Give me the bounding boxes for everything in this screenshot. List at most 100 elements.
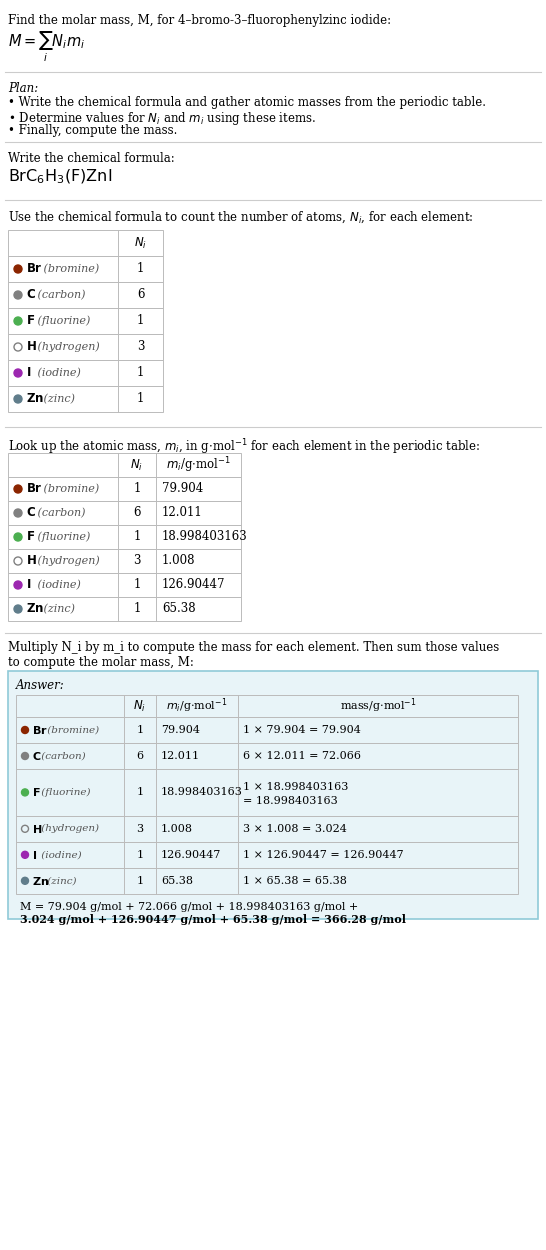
Bar <box>16 841 518 867</box>
Text: 12.011: 12.011 <box>162 506 203 520</box>
Bar <box>16 769 518 816</box>
Text: 12.011: 12.011 <box>161 751 200 761</box>
Bar <box>16 742 518 769</box>
Circle shape <box>14 291 22 299</box>
Text: Look up the atomic mass, $m_i$, in g$\cdot$mol$^{-1}$ for each element in the pe: Look up the atomic mass, $m_i$, in g$\cd… <box>8 438 480 456</box>
Text: 3: 3 <box>136 340 144 354</box>
Text: 79.904: 79.904 <box>162 482 203 495</box>
Text: • Write the chemical formula and gather atomic masses from the periodic table.: • Write the chemical formula and gather … <box>8 96 486 109</box>
Bar <box>8 386 163 412</box>
Text: 126.90447: 126.90447 <box>162 579 225 591</box>
Text: 65.38: 65.38 <box>161 876 193 886</box>
Text: $\mathbf{F}$: $\mathbf{F}$ <box>26 315 35 328</box>
Bar <box>16 695 518 718</box>
Text: 18.998403163: 18.998403163 <box>162 530 248 544</box>
Text: = 18.998403163: = 18.998403163 <box>243 796 338 806</box>
Bar <box>8 549 241 572</box>
Bar <box>8 308 163 334</box>
Text: 1: 1 <box>133 530 141 544</box>
Circle shape <box>14 581 22 589</box>
Text: 1 × 126.90447 = 126.90447: 1 × 126.90447 = 126.90447 <box>243 850 403 860</box>
Text: 1: 1 <box>136 850 144 860</box>
Text: $\mathbf{I}$: $\mathbf{I}$ <box>26 579 31 591</box>
Text: Write the chemical formula:: Write the chemical formula: <box>8 152 175 165</box>
Text: 6: 6 <box>136 751 144 761</box>
Text: $\mathbf{Zn}$: $\mathbf{Zn}$ <box>26 392 44 405</box>
Text: $\mathbf{I}$: $\mathbf{I}$ <box>32 849 37 861</box>
Text: M = 79.904 g/mol + 72.066 g/mol + 18.998403163 g/mol +: M = 79.904 g/mol + 72.066 g/mol + 18.998… <box>20 901 358 911</box>
Text: 65.38: 65.38 <box>162 602 195 615</box>
Text: Use the chemical formula to count the number of atoms, $N_i$, for each element:: Use the chemical formula to count the nu… <box>8 210 474 225</box>
Text: 1: 1 <box>136 788 144 798</box>
Text: 1: 1 <box>133 482 141 495</box>
Text: 3: 3 <box>136 824 144 834</box>
Text: $N_i$: $N_i$ <box>133 699 146 714</box>
Text: 3 × 1.008 = 3.024: 3 × 1.008 = 3.024 <box>243 824 347 834</box>
Circle shape <box>14 395 22 402</box>
Text: (bromine): (bromine) <box>40 484 99 494</box>
Circle shape <box>14 509 22 518</box>
Text: (fluorine): (fluorine) <box>39 788 91 798</box>
Text: $\mathbf{I}$: $\mathbf{I}$ <box>26 366 31 380</box>
Bar <box>16 816 518 841</box>
Text: $\mathbf{C}$: $\mathbf{C}$ <box>32 750 41 762</box>
Text: (carbon): (carbon) <box>34 290 86 300</box>
Text: Answer:: Answer: <box>16 679 65 692</box>
Text: (hydrogen): (hydrogen) <box>34 556 100 566</box>
Text: 1 × 18.998403163: 1 × 18.998403163 <box>243 782 348 792</box>
Circle shape <box>14 485 22 492</box>
Text: $N_i$: $N_i$ <box>130 458 144 472</box>
Text: 1: 1 <box>133 579 141 591</box>
Circle shape <box>14 369 22 378</box>
Text: (fluorine): (fluorine) <box>34 316 91 326</box>
Text: $\mathbf{H}$: $\mathbf{H}$ <box>26 555 37 568</box>
Text: $N_i$: $N_i$ <box>134 235 147 250</box>
Circle shape <box>14 532 22 541</box>
Bar <box>8 452 241 478</box>
Text: 1 × 65.38 = 65.38: 1 × 65.38 = 65.38 <box>243 876 347 886</box>
Text: 1.008: 1.008 <box>161 824 193 834</box>
Bar <box>8 478 241 501</box>
Text: 1 × 79.904 = 79.904: 1 × 79.904 = 79.904 <box>243 725 361 735</box>
Text: (hydrogen): (hydrogen) <box>39 824 99 834</box>
Bar <box>8 360 163 386</box>
Text: $\mathbf{C}$: $\mathbf{C}$ <box>26 506 36 520</box>
Bar <box>8 598 241 621</box>
Text: $\mathbf{Zn}$: $\mathbf{Zn}$ <box>26 602 44 615</box>
Text: 18.998403163: 18.998403163 <box>161 788 243 798</box>
Text: $\mathbf{Br}$: $\mathbf{Br}$ <box>32 724 48 736</box>
Text: 6: 6 <box>136 289 144 301</box>
Circle shape <box>21 878 28 884</box>
Text: $m_i$/g$\cdot$mol$^{-1}$: $m_i$/g$\cdot$mol$^{-1}$ <box>166 455 231 475</box>
Text: $\mathbf{Zn}$: $\mathbf{Zn}$ <box>32 875 49 886</box>
Text: $\mathbf{H}$: $\mathbf{H}$ <box>32 822 42 835</box>
Text: 1.008: 1.008 <box>162 555 195 568</box>
Text: (bromine): (bromine) <box>40 264 99 274</box>
Text: 126.90447: 126.90447 <box>161 850 221 860</box>
Text: 6 × 12.011 = 72.066: 6 × 12.011 = 72.066 <box>243 751 361 761</box>
Circle shape <box>14 265 22 272</box>
Bar <box>16 867 518 894</box>
Text: 1: 1 <box>137 366 144 380</box>
Text: 1: 1 <box>137 262 144 275</box>
Text: (iodine): (iodine) <box>34 580 81 590</box>
Bar <box>16 718 518 742</box>
Text: (iodine): (iodine) <box>39 850 82 859</box>
Text: 1: 1 <box>137 315 144 328</box>
Text: 1: 1 <box>136 725 144 735</box>
Text: (zinc): (zinc) <box>44 876 76 885</box>
Circle shape <box>14 605 22 612</box>
Text: $\mathrm{BrC_6H_3(F)ZnI}$: $\mathrm{BrC_6H_3(F)ZnI}$ <box>8 168 112 186</box>
Text: Find the molar mass, M, for 4–bromo-3–fluorophenylzinc iodide:: Find the molar mass, M, for 4–bromo-3–fl… <box>8 14 391 28</box>
Text: (zinc): (zinc) <box>40 604 75 614</box>
Text: $m_i$/g$\cdot$mol$^{-1}$: $m_i$/g$\cdot$mol$^{-1}$ <box>167 696 228 715</box>
Text: $\mathbf{H}$: $\mathbf{H}$ <box>26 340 37 354</box>
Text: 1: 1 <box>136 876 144 886</box>
Bar <box>8 501 241 525</box>
Bar <box>8 572 241 598</box>
Text: Plan:: Plan: <box>8 82 38 95</box>
Text: $M = \sum_i N_i m_i$: $M = \sum_i N_i m_i$ <box>8 30 85 64</box>
Text: 3: 3 <box>133 555 141 568</box>
Text: (fluorine): (fluorine) <box>34 531 91 542</box>
Text: (carbon): (carbon) <box>34 508 86 519</box>
